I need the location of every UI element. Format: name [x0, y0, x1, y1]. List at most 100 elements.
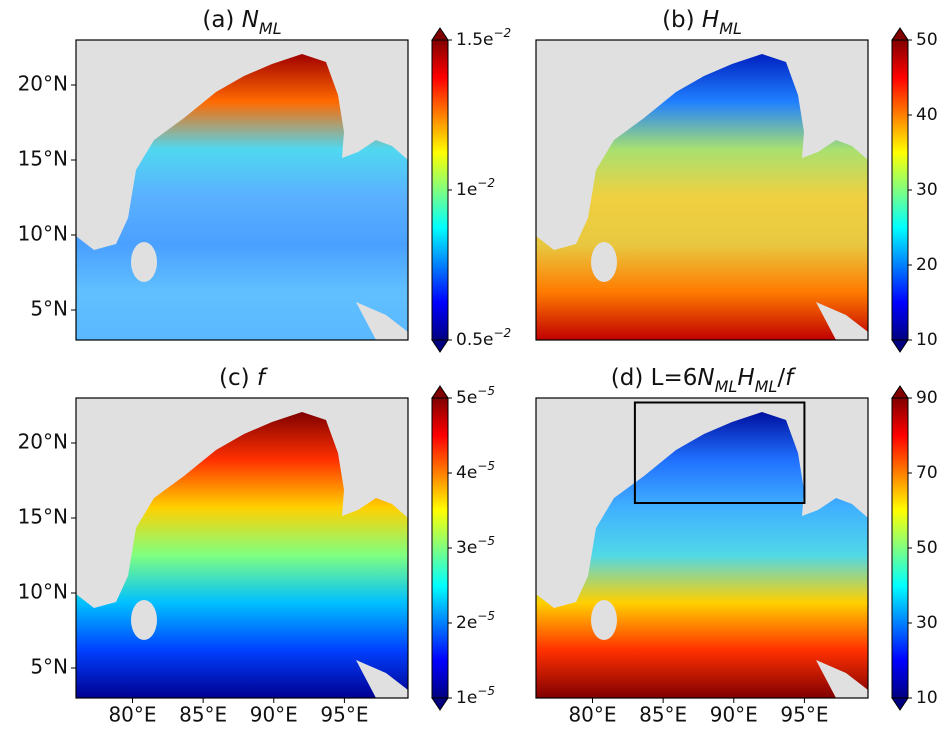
ocean-field — [76, 412, 408, 698]
sumatra — [356, 660, 408, 698]
label: 30 — [916, 180, 938, 200]
title-part: (b) — [662, 7, 702, 33]
colorbar — [431, 39, 449, 341]
sumatra — [356, 302, 408, 340]
axes-frame — [535, 397, 869, 699]
colorbar-tick-label: 3e−5 — [456, 534, 495, 559]
colorbar-tick-label: 5e−5 — [456, 384, 495, 409]
sri-lanka — [131, 242, 157, 282]
colorbar-tick-label: 10 — [916, 688, 938, 708]
title-part: f — [785, 365, 796, 391]
x-tick-label: 85°E — [179, 703, 227, 727]
y-tick-label: 10°N — [18, 580, 68, 604]
region-box — [633, 401, 806, 504]
x-tick-label: 95°E — [320, 703, 368, 727]
colorbar — [891, 397, 909, 699]
colorbar-tick-label: 50 — [916, 538, 938, 558]
colorbar-tick-label: 20 — [916, 255, 938, 275]
colorbar-extend-top — [431, 385, 449, 399]
colorbar-tick-label: 70 — [916, 463, 938, 483]
title-part: N — [697, 365, 714, 391]
label: 70 — [916, 463, 938, 483]
label-mantissa: 4e — [456, 463, 477, 483]
colorbar-tick-label: 1e−5 — [456, 684, 495, 709]
sumatra — [816, 660, 868, 698]
panel-title: (d) L=6NMLHML/f — [611, 365, 796, 397]
sri-lanka — [591, 600, 617, 640]
title-part: (d) L=6 — [611, 365, 698, 391]
label-exponent: −5 — [477, 609, 495, 623]
colorbar-extend-bottom — [891, 339, 909, 353]
axes-frame — [535, 39, 869, 341]
ocean-field — [536, 412, 868, 698]
y-tick-label: 5°N — [30, 297, 68, 321]
colorbar-extend-bottom — [891, 697, 909, 711]
label: 40 — [916, 105, 938, 125]
label-exponent: −2 — [494, 26, 512, 40]
title-part: ML — [259, 19, 282, 38]
title-part: ML — [719, 19, 742, 38]
map-panel: (b) HML 10 20 30 40 50 — [535, 7, 938, 353]
axes-frame — [75, 397, 409, 699]
label: 20 — [916, 255, 938, 275]
colorbar — [431, 397, 449, 699]
x-tick-label: 85°E — [639, 703, 687, 727]
title-part: f — [257, 365, 268, 391]
label: 10 — [916, 330, 938, 350]
label-exponent: −2 — [477, 176, 495, 190]
colorbar-tick-label: 50 — [916, 30, 938, 50]
colorbar-extend-bottom — [431, 697, 449, 711]
panel-title: (c) f — [219, 365, 268, 391]
colorbar — [891, 39, 909, 341]
map-panel: (d) L=6NMLHML/f80°E 85°E 90°E 95°E103050709… — [535, 365, 938, 727]
colorbar-tick-label: 1e−2 — [456, 176, 495, 201]
label-exponent: −5 — [477, 534, 495, 548]
label-mantissa: 1.5e — [456, 30, 494, 50]
colorbar-tick-label: 4e−5 — [456, 459, 495, 484]
y-tick-label: 20°N — [18, 72, 68, 96]
ocean-field — [536, 54, 868, 340]
x-tick-label: 90°E — [250, 703, 298, 727]
label-mantissa: 0.5e — [456, 330, 494, 350]
colorbar-tick-label: 0.5e−2 — [456, 326, 511, 351]
label: 50 — [916, 30, 938, 50]
colorbar-tick-label: 90 — [916, 388, 938, 408]
sri-lanka — [131, 600, 157, 640]
label-exponent: −2 — [494, 326, 512, 340]
label-mantissa: 2e — [456, 613, 477, 633]
sumatra — [816, 302, 868, 340]
x-tick-label: 95°E — [780, 703, 828, 727]
y-tick-label: 15°N — [18, 147, 68, 171]
sri-lanka — [591, 242, 617, 282]
label: 30 — [916, 613, 938, 633]
panel-title: (b) HML — [662, 7, 742, 39]
label-mantissa: 3e — [456, 538, 477, 558]
label-mantissa: 5e — [456, 388, 477, 408]
y-tick-label: 20°N — [18, 430, 68, 454]
title-part: (c) — [219, 365, 257, 391]
title-part: / — [777, 365, 785, 391]
title-part: ML — [755, 377, 778, 396]
title-part: (a) — [202, 7, 241, 33]
colorbar-tick-label: 10 — [916, 330, 938, 350]
colorbar-tick-label: 30 — [916, 613, 938, 633]
y-tick-label: 5°N — [30, 655, 68, 679]
label-exponent: −5 — [477, 684, 495, 698]
axes-frame — [75, 39, 409, 341]
label-exponent: −5 — [477, 459, 495, 473]
x-tick-label: 90°E — [710, 703, 758, 727]
colorbar-extend-top — [431, 27, 449, 41]
title-part: H — [702, 7, 719, 33]
label-mantissa: 1e — [456, 688, 477, 708]
x-tick-label: 80°E — [108, 703, 156, 727]
title-part: N — [242, 7, 259, 33]
label: 10 — [916, 688, 938, 708]
label: 50 — [916, 538, 938, 558]
colorbar-extend-bottom — [431, 339, 449, 353]
y-tick-label: 10°N — [18, 222, 68, 246]
title-part: H — [737, 365, 754, 391]
label: 90 — [916, 388, 938, 408]
colorbar-tick-label: 1.5e−2 — [456, 26, 511, 51]
x-tick-label: 80°E — [568, 703, 616, 727]
